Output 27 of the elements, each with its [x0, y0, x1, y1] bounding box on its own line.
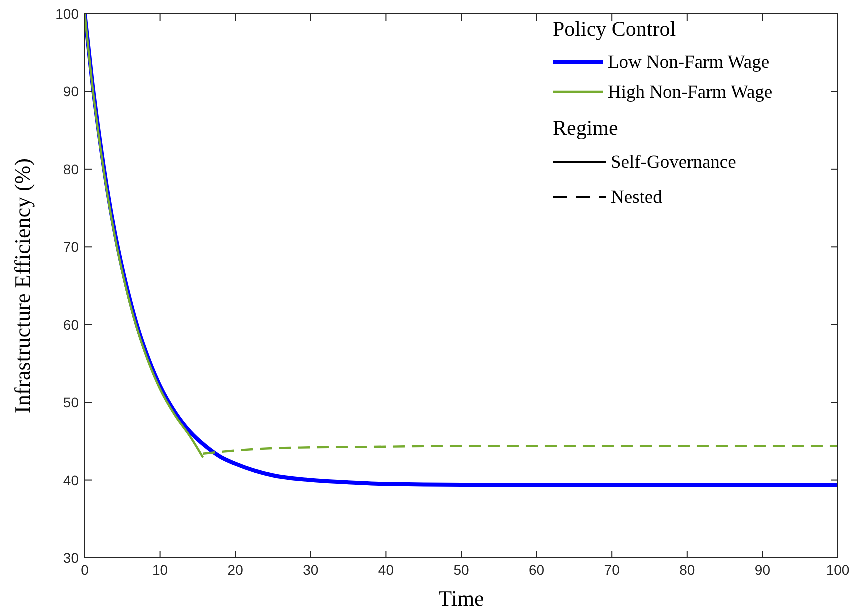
y-tick-label: 80	[63, 161, 80, 178]
annotation: Self-Governance	[611, 153, 736, 173]
x-tick-label: 50	[454, 562, 470, 578]
y-axis-title: Infrastructure Efficiency (%)	[10, 158, 35, 414]
annotation: Regime	[553, 116, 618, 140]
y-tick-label: 30	[63, 550, 80, 566]
x-tick-label: 30	[303, 562, 319, 578]
y-tick-label: 60	[63, 316, 80, 333]
y-tick-label: 70	[63, 239, 80, 256]
annotation: Nested	[611, 188, 664, 208]
y-tick-label: 40	[63, 472, 80, 488]
y-tick-label: 100	[56, 6, 80, 22]
x-tick-label: 10	[152, 562, 168, 578]
x-tick-label: 20	[228, 562, 244, 578]
x-tick-label: 60	[529, 562, 545, 578]
legend-label: High Non-Farm Wage	[608, 83, 773, 103]
x-tick-label: 0	[81, 562, 90, 578]
x-tick-label: 100	[826, 562, 850, 578]
legend-title: Policy Control	[553, 17, 676, 41]
x-axis-title: Time	[438, 586, 484, 611]
x-tick-label: 80	[680, 562, 696, 578]
x-tick-label: 90	[754, 562, 771, 578]
x-tick-label: 40	[378, 562, 394, 578]
legend-label: Low Non-Farm Wage	[608, 53, 770, 73]
y-tick-label: 90	[63, 84, 80, 100]
x-tick-label: 70	[604, 562, 620, 578]
y-tick-label: 50	[63, 394, 80, 411]
